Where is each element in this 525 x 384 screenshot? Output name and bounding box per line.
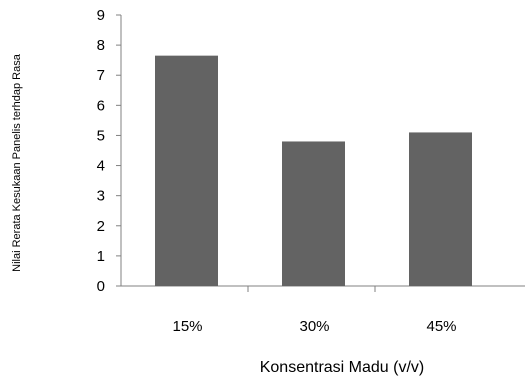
x-axis — [121, 285, 525, 292]
bar-45pct — [409, 132, 472, 286]
y-axis-title: Nilai Rerata Kesukaan Panelis terhdap Ra… — [11, 53, 23, 272]
bar-30pct — [282, 141, 345, 286]
y-tick-label: 3 — [97, 188, 105, 205]
y-tick-label: 6 — [97, 97, 105, 114]
category-labels: 15% 30% 45% — [172, 318, 456, 335]
bar-15pct — [155, 55, 218, 287]
y-tick-label: 2 — [97, 218, 105, 235]
y-tick-label: 4 — [97, 158, 105, 175]
y-tick-label: 5 — [97, 127, 105, 144]
bars — [155, 55, 472, 287]
x-category-label: 15% — [172, 318, 202, 335]
y-tick-label: 7 — [97, 67, 105, 84]
y-tick-label: 1 — [97, 248, 105, 265]
y-axis: 0 1 2 3 4 5 6 7 8 9 — [97, 7, 122, 295]
y-tick-label: 9 — [97, 7, 105, 24]
x-category-label: 30% — [299, 318, 329, 335]
x-category-label: 45% — [426, 318, 456, 335]
x-axis-title: Konsentrasi Madu (v/v) — [260, 359, 425, 376]
y-tick-label: 0 — [97, 278, 105, 295]
y-tick-label: 8 — [97, 37, 105, 54]
